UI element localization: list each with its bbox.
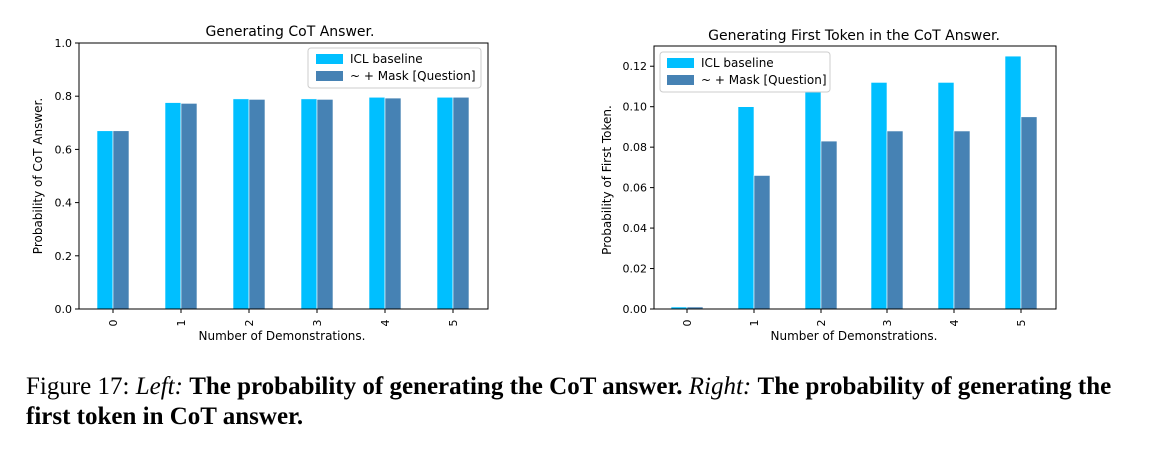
left-chart-xlabel: Number of Demonstrations. bbox=[199, 329, 366, 343]
right-ytick-label: 0.08 bbox=[623, 141, 648, 154]
left-xtick-label: 2 bbox=[243, 320, 256, 327]
right-bar-mask-question bbox=[820, 140, 838, 310]
right-xtick-label: 1 bbox=[748, 320, 761, 327]
left-ytick-label: 1.0 bbox=[55, 37, 73, 50]
right-chart: Generating First Token in the CoT Answer… bbox=[600, 28, 1057, 343]
left-bar-icl-baseline bbox=[96, 130, 114, 310]
left-chart-x-axis: 0 1 2 3 4 5 bbox=[107, 309, 460, 327]
caption-right-label: Right: bbox=[688, 373, 752, 400]
left-bar-mask-question bbox=[248, 99, 266, 310]
left-chart-bars bbox=[96, 96, 470, 310]
right-legend-box bbox=[659, 51, 831, 93]
left-chart-title: Generating CoT Answer. bbox=[206, 24, 375, 40]
left-legend-label-mask: ~ + Mask [Question] bbox=[350, 69, 476, 83]
left-xtick-label: 4 bbox=[379, 320, 392, 327]
figure: Generating CoT Answer. Probability of Co… bbox=[31, 24, 1057, 343]
right-chart-y-axis: 0.00 0.02 0.04 0.06 0.08 0.10 0.12 bbox=[623, 60, 654, 316]
left-bar-mask-question bbox=[112, 130, 130, 310]
left-bar-icl-baseline bbox=[300, 98, 318, 310]
right-bar-mask-question bbox=[753, 175, 771, 310]
right-bar-icl-baseline bbox=[937, 82, 955, 310]
left-bar-mask-question bbox=[316, 99, 334, 310]
right-legend-swatch-icl bbox=[667, 58, 694, 68]
right-xtick-label: 3 bbox=[881, 320, 894, 327]
right-ytick-label: 0.12 bbox=[623, 60, 648, 73]
left-bar-icl-baseline bbox=[436, 96, 454, 310]
right-ytick-label: 0.00 bbox=[623, 303, 648, 316]
caption-prefix: Figure 17: bbox=[26, 373, 136, 400]
left-xtick-label: 0 bbox=[107, 320, 120, 327]
left-chart-y-axis: 0.0 0.2 0.4 0.6 0.8 1.0 bbox=[55, 37, 79, 316]
left-xtick-label: 3 bbox=[311, 320, 324, 327]
right-legend-label-mask: ~ + Mask [Question] bbox=[701, 73, 827, 87]
left-legend-swatch-mask bbox=[316, 71, 343, 81]
left-ytick-label: 0.4 bbox=[55, 197, 73, 210]
left-ytick-label: 0.2 bbox=[55, 250, 73, 263]
right-bar-mask-question bbox=[953, 130, 971, 310]
right-xtick-label: 4 bbox=[948, 320, 961, 327]
caption-right-text: The probability of generating the first … bbox=[26, 373, 1112, 430]
right-ytick-label: 0.02 bbox=[623, 263, 648, 276]
left-legend-swatch-icl bbox=[316, 54, 343, 64]
left-chart-ylabel: Probability of CoT Answer. bbox=[31, 98, 45, 254]
right-ytick-label: 0.10 bbox=[623, 101, 648, 114]
right-chart-bars bbox=[670, 55, 1038, 310]
right-ytick-label: 0.04 bbox=[623, 222, 648, 235]
caption-left-label: Left: bbox=[135, 373, 183, 400]
right-chart-legend: ICL baseline ~ + Mask [Question] bbox=[659, 51, 831, 93]
left-legend-label-icl: ICL baseline bbox=[350, 52, 423, 66]
left-ytick-label: 0.6 bbox=[55, 143, 73, 156]
right-bar-icl-baseline bbox=[1004, 55, 1022, 310]
right-chart-title: Generating First Token in the CoT Answer… bbox=[708, 28, 1000, 44]
right-xtick-label: 2 bbox=[815, 320, 828, 327]
figure-caption: Figure 17: Left: The probability of gene… bbox=[26, 372, 1126, 432]
right-chart-x-axis: 0 1 2 3 4 5 bbox=[681, 309, 1028, 327]
right-bar-icl-baseline bbox=[737, 106, 755, 310]
left-bar-mask-question bbox=[384, 97, 402, 310]
right-bar-mask-question bbox=[1020, 116, 1038, 310]
right-legend-label-icl: ICL baseline bbox=[701, 56, 774, 70]
left-chart-legend: ICL baseline ~ + Mask [Question] bbox=[307, 47, 482, 89]
left-ytick-label: 0.8 bbox=[55, 90, 73, 103]
left-legend-box bbox=[307, 47, 482, 89]
left-ytick-label: 0.0 bbox=[55, 303, 73, 316]
left-bar-icl-baseline bbox=[164, 102, 182, 310]
left-xtick-label: 5 bbox=[447, 320, 460, 327]
right-bar-mask-question bbox=[886, 130, 904, 310]
left-chart: Generating CoT Answer. Probability of Co… bbox=[31, 24, 489, 343]
left-chart-frame bbox=[78, 42, 489, 310]
right-chart-xlabel: Number of Demonstrations. bbox=[771, 329, 938, 343]
right-xtick-label: 5 bbox=[1015, 320, 1028, 327]
right-chart-frame bbox=[653, 45, 1057, 310]
left-xtick-label: 1 bbox=[175, 320, 188, 327]
right-bar-icl-baseline bbox=[804, 86, 822, 310]
right-chart-ylabel: Probability of First Token. bbox=[600, 105, 614, 255]
left-bar-icl-baseline bbox=[368, 96, 386, 310]
right-bar-icl-baseline bbox=[870, 82, 888, 310]
left-bar-icl-baseline bbox=[232, 98, 250, 310]
left-bar-mask-question bbox=[180, 103, 198, 310]
right-xtick-label: 0 bbox=[681, 320, 694, 327]
right-ytick-label: 0.06 bbox=[623, 182, 648, 195]
right-legend-swatch-mask bbox=[667, 75, 694, 85]
left-bar-mask-question bbox=[452, 96, 470, 310]
caption-left-text: The probability of generating the CoT an… bbox=[189, 373, 683, 400]
